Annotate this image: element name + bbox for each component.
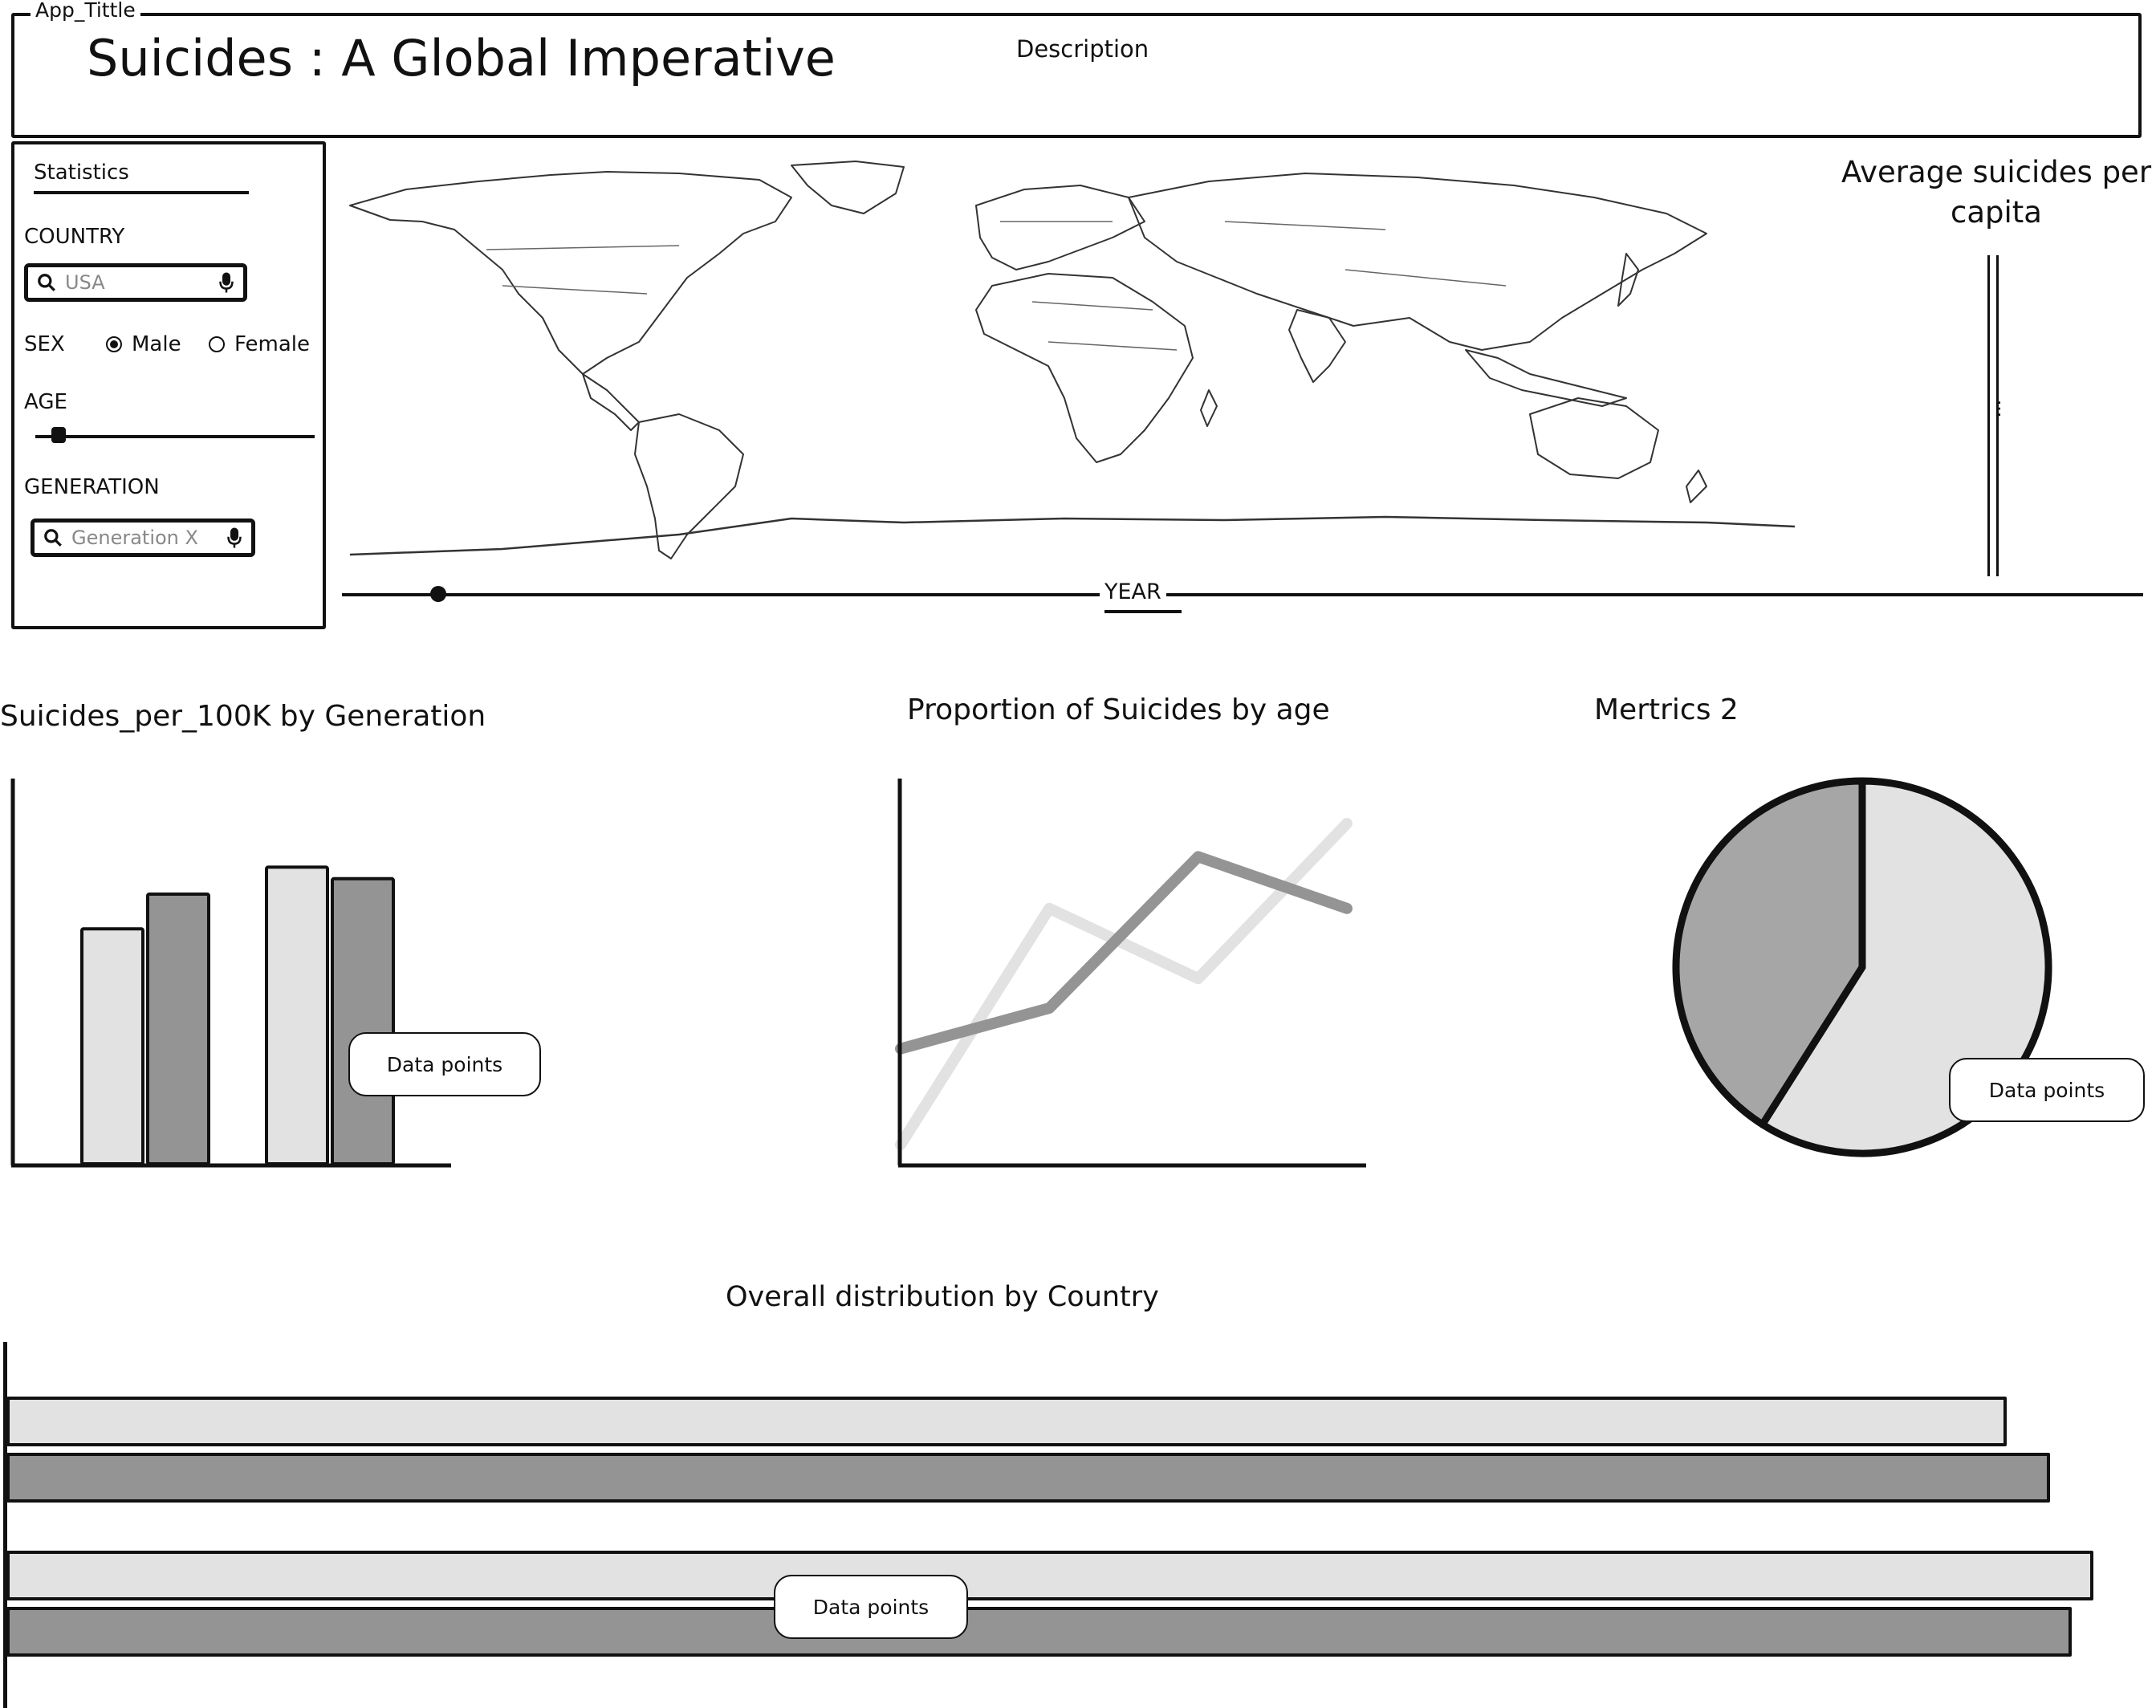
pie-chart-title: Mertrics 2 (1594, 693, 1739, 726)
map-antarctica (349, 515, 1796, 556)
hbar-series-1-group-0 (6, 1453, 2050, 1503)
map-central-america (582, 373, 640, 431)
app-header (11, 13, 2142, 138)
generation-search-input[interactable]: Generation X (31, 518, 255, 557)
statistics-heading: Statistics (34, 161, 129, 185)
bar-chart-callout: Data points (348, 1032, 541, 1096)
radio-male-indicator (106, 336, 122, 352)
country-search-input[interactable]: USA (24, 263, 247, 302)
age-slider-thumb[interactable] (51, 427, 66, 443)
age-label: AGE (24, 390, 67, 414)
pie-slice-1 (1672, 777, 1866, 1128)
map-southeast-asia (1465, 349, 1627, 407)
radio-female-label: Female (234, 332, 311, 356)
hbar-chart-callout: Data points (774, 1575, 968, 1639)
year-label-underline (1104, 610, 1182, 613)
radio-female-indicator (209, 336, 225, 352)
map-africa (975, 273, 1194, 463)
hbar-series-0-group-0 (6, 1397, 2007, 1446)
bar-chart (10, 779, 451, 1168)
year-slider-track[interactable] (342, 593, 2143, 596)
hbar-series-0-group-1 (6, 1551, 2093, 1600)
map-madagascar (1200, 389, 1218, 427)
age-slider-track[interactable] (35, 435, 315, 438)
line-series-1 (895, 851, 1353, 1055)
country-label: COUNTRY (24, 225, 125, 249)
bar-chart-title: Suicides_per_100K by Generation (0, 700, 486, 733)
year-label: YEAR (1100, 580, 1166, 604)
bar-series-1-group-1 (331, 876, 395, 1166)
map-new-zealand (1686, 470, 1707, 503)
bar-chart-callout-text: Data points (386, 1052, 503, 1076)
world-map[interactable] (342, 157, 1803, 567)
map-japan (1617, 253, 1639, 307)
map-north-america (349, 171, 792, 375)
microphone-icon[interactable] (218, 270, 235, 295)
radio-male-label: Male (132, 332, 181, 356)
radio-female[interactable]: Female (209, 332, 310, 356)
map-europe (975, 185, 1145, 270)
line-series-0 (895, 818, 1353, 1151)
hbar-chart-y-axis (3, 1342, 7, 1708)
generation-placeholder: Generation X (71, 527, 198, 549)
map-legend-title: Average suicides per capita (1816, 152, 2156, 233)
hbar-chart-title: Overall distribution by Country (726, 1281, 1159, 1313)
search-icon (38, 274, 55, 291)
page-title: Suicides : A Global Imperative (87, 29, 836, 87)
map-greenland (791, 161, 905, 214)
filter-panel (11, 141, 326, 629)
map-legend-text: Average suicides per capita (1841, 155, 2152, 230)
bar-series-0-group-1 (265, 865, 329, 1165)
year-slider-thumb[interactable] (430, 586, 446, 602)
map-australia (1529, 397, 1659, 479)
legend-handle-icon[interactable]: ⋮ (1991, 399, 2008, 419)
generation-label: GENERATION (24, 475, 160, 499)
line-chart-title: Proportion of Suicides by age (907, 693, 1330, 726)
header-frame-label: App_Tittle (31, 0, 140, 22)
line-chart (895, 779, 1366, 1168)
pie-chart-callout: Data points (1949, 1058, 2145, 1122)
bar-series-1-group-0 (146, 893, 210, 1165)
search-icon (44, 529, 62, 547)
header-description: Description (1016, 35, 1149, 63)
pie-chart-callout-text: Data points (1988, 1078, 2105, 1102)
radio-male[interactable]: Male (106, 332, 181, 356)
hbar-chart (0, 1397, 2156, 1669)
hbar-series-1-group-1 (6, 1607, 2072, 1657)
map-asia (1128, 173, 1707, 351)
bar-series-0-group-0 (80, 927, 144, 1165)
statistics-underline (34, 191, 249, 194)
country-placeholder: USA (65, 271, 105, 294)
sex-label: SEX (24, 332, 65, 356)
map-south-america (634, 413, 744, 559)
hbar-chart-callout-text: Data points (812, 1595, 930, 1619)
microphone-icon[interactable] (226, 526, 243, 550)
map-legend-bar[interactable] (1987, 255, 1999, 576)
map-india (1288, 309, 1346, 383)
